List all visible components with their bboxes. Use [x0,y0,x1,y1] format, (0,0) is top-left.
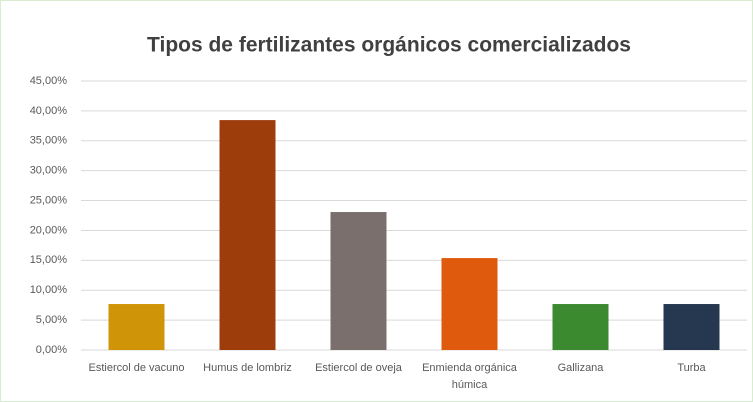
y-tick-label: 5,00% [36,314,67,326]
bar [552,304,609,350]
x-tick-label: Estiercol de oveja [315,362,402,374]
x-tick-label: Enmienda orgánica húmica [422,362,517,391]
y-tick-label: 35,00% [30,135,68,147]
y-tick-label: 15,00% [30,254,68,266]
chart-title: Tipos de fertilizantes orgánicos comerci… [147,34,631,57]
bar [330,212,387,350]
y-tick-label: 0,00% [36,344,67,356]
y-tick-label: 40,00% [30,105,68,117]
x-tick-label: Gallizana [557,362,604,374]
x-tick-label: Estiercol de vacuno [88,362,185,374]
y-tick-label: 30,00% [30,165,68,177]
x-tick-label: Turba [677,362,706,374]
y-tick-label: 20,00% [30,224,68,236]
x-tick-label: Humus de lombriz [203,362,292,374]
bar [219,120,276,350]
y-tick-label: 10,00% [30,284,68,296]
y-tick-label: 45,00% [30,75,68,87]
bar [663,304,720,350]
y-tick-label: 25,00% [30,194,68,206]
bar [441,258,498,350]
bar [108,304,165,350]
